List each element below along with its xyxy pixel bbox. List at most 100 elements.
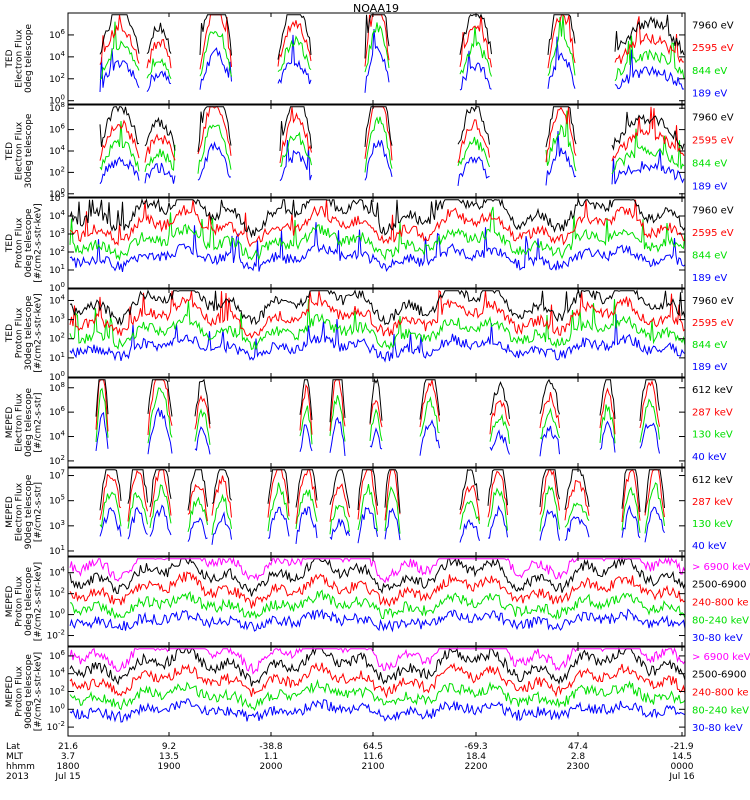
legend-entry: 40 keV: [692, 541, 726, 552]
y-tick-label: 101: [49, 351, 65, 364]
y-tick-label: 104: [49, 209, 65, 222]
y-tick-label: 102: [49, 454, 65, 467]
legend-entry: 7960 eV: [692, 205, 734, 216]
series-trace-1: [99, 469, 665, 513]
chart-title: NOAA19: [353, 2, 399, 15]
x-tick-label: 2300: [567, 762, 590, 772]
y-axis-label: TED: [5, 324, 15, 343]
series-trace-1: [95, 378, 660, 425]
y-axis-label: 30deg telescope: [24, 295, 34, 370]
legend-entry: > 6900 keV: [692, 562, 750, 573]
legend-entry: 844 eV: [692, 66, 727, 77]
x-tick-label: 2100: [362, 762, 385, 772]
series-trace-3: [99, 482, 665, 535]
panel-frame: [67, 646, 686, 737]
legend-entry: 189 eV: [692, 182, 727, 193]
legend-entry: 2500-6900: [692, 670, 747, 681]
y-tick-label: 102: [49, 72, 65, 85]
y-tick-label: 102: [49, 165, 65, 178]
y-tick-label: 107: [49, 469, 65, 482]
y-tick-label: 106: [49, 405, 65, 418]
series-trace-2: [99, 106, 685, 164]
panels: 106 104 102 100 TED Electron Flux 0deg telesco…: [5, 12, 750, 737]
series-trace-1: [69, 197, 686, 239]
y-tick-label: 100: [49, 608, 65, 621]
y-axis-label: 0deg telescope: [24, 567, 34, 637]
y-axis-label: 30deg telescope: [24, 113, 34, 188]
legend-entry: 240-800 ke: [692, 688, 749, 699]
y-axis-label: Electron Flux: [15, 29, 25, 88]
y-tick-label: 104: [49, 566, 65, 579]
panel-frame: [67, 377, 686, 468]
series-trace-4: [99, 130, 685, 186]
series-trace-4: [69, 678, 686, 711]
x-tick-label: Jul 15: [54, 772, 80, 782]
legend-entry: 189 eV: [692, 273, 727, 284]
y-axis-label: MEPED: [5, 407, 15, 439]
series-trace-4: [95, 406, 660, 457]
legend-entry: 844 eV: [692, 340, 727, 351]
y-tick-label: 106: [49, 123, 65, 136]
series-trace-3: [69, 299, 686, 351]
legend-entry: 189 eV: [692, 89, 727, 100]
x-tick-label: 64.5: [363, 742, 383, 752]
x-tick-label: 18.4: [466, 752, 486, 762]
series-trace-5: [69, 698, 686, 723]
series-trace-2: [69, 199, 686, 248]
y-tick-label: 104: [49, 667, 65, 680]
x-tick-label: 1900: [158, 762, 181, 772]
y-axis-label: 90deg telescope: [24, 654, 34, 729]
series-trace-2: [95, 379, 660, 436]
x-tick-label: -21.9: [670, 742, 694, 752]
panel-frame: [67, 12, 686, 105]
y-tick-label: 102: [49, 587, 65, 600]
panel-6: 107 105 103 101 MEPED Electron Flux 90deg tele…: [5, 467, 733, 557]
series-trace-1: [69, 289, 686, 326]
y-tick-label: 100: [49, 702, 65, 715]
series-trace-3: [69, 571, 686, 609]
x-tick-label: 11.6: [363, 752, 383, 762]
legend-entry: 130 keV: [692, 430, 733, 441]
series-trace-4: [99, 504, 665, 545]
series-trace-3: [95, 387, 660, 445]
panel-7: 104 102 100 10-2 MEPED Proton Flux 0deg telesc…: [5, 556, 750, 647]
legend-entry: 844 eV: [692, 159, 727, 170]
y-axis-label: MEPED: [5, 496, 15, 528]
series-trace-4: [99, 28, 684, 93]
y-tick-label: 10-2: [47, 720, 65, 733]
y-tick-label: 102: [49, 685, 65, 698]
x-row-label: MLT: [6, 752, 24, 762]
x-tick-label: -38.8: [259, 742, 283, 752]
series-trace-4: [69, 222, 686, 272]
y-axis-label: Electron Flux: [15, 482, 25, 541]
legend-entry: 287 keV: [692, 407, 733, 418]
series-trace-2: [69, 556, 686, 597]
y-tick-label: 103: [49, 313, 65, 326]
y-axis-label: Proton Flux: [15, 666, 25, 717]
legend-entry: 612 keV: [692, 475, 733, 486]
legend-entry: 2595 eV: [692, 318, 734, 329]
x-tick-label: 9.2: [162, 742, 176, 752]
legend-entry: 2595 eV: [692, 43, 734, 54]
x-tick-label: 1.1: [264, 752, 278, 762]
series-trace-2: [99, 469, 665, 524]
legend-entry: 80-240 keV: [692, 705, 749, 716]
x-tick-label: -69.3: [464, 742, 487, 752]
x-tick-label: 3.7: [61, 752, 75, 762]
y-tick-label: 104: [49, 293, 65, 306]
legend-entry: 80-240 keV: [692, 615, 749, 626]
y-axis-label: [#/cm2-s-str]: [34, 482, 44, 542]
legend-entry: 7960 eV: [692, 296, 734, 307]
y-axis-label: MEPED: [5, 586, 15, 618]
series-trace-2: [99, 14, 685, 70]
y-tick-label: 105: [49, 494, 65, 507]
panel-frame: [67, 556, 686, 647]
y-axis-label: Proton Flux: [15, 576, 25, 627]
x-tick-label: 13.5: [159, 752, 179, 762]
series-trace-1: [69, 647, 686, 675]
y-axis-label: TED: [5, 142, 15, 161]
legend-entry: 2595 eV: [692, 228, 734, 239]
legend-entry: > 6900 keV: [692, 652, 750, 663]
